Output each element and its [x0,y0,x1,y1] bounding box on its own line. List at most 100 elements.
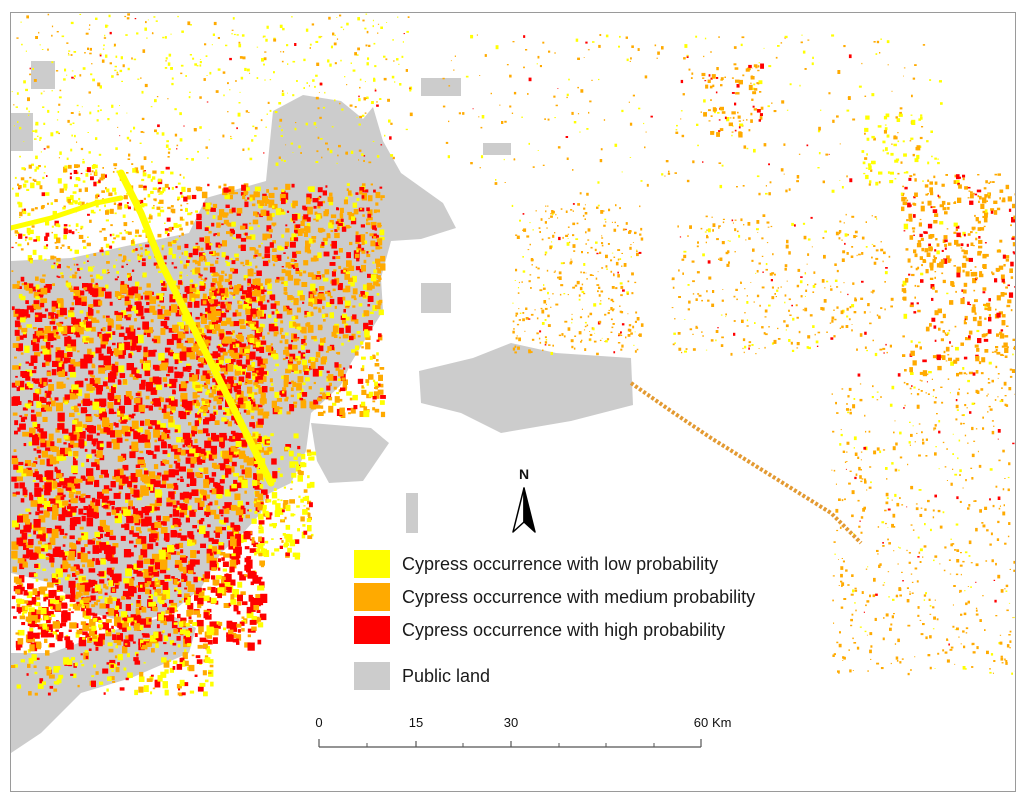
patch-high-probability [136,349,141,353]
patch-medium-probability [11,541,19,550]
patch-medium-probability [375,392,378,396]
patch-medium-probability [249,72,251,74]
patch-high-probability [289,353,296,360]
patch-medium-probability [306,198,311,205]
patch-high-probability [106,441,112,448]
patch-high-probability [219,479,225,484]
patch-medium-probability [210,263,214,267]
patch-low-probability [132,168,136,173]
patch-high-probability [132,532,140,537]
patch-high-probability [229,230,235,234]
patch-low-probability [194,283,198,287]
patch-low-probability [230,598,237,605]
patch-low-probability [225,44,228,47]
patch-medium-probability [349,397,353,401]
patch-high-probability [375,234,379,238]
patch-medium-probability [82,424,87,428]
patch-medium-probability [209,375,214,378]
patch-high-probability [32,472,38,478]
patch-low-probability [52,210,57,216]
patch-low-probability [273,37,276,40]
patch-high-probability [177,371,184,377]
patch-high-probability [113,365,119,373]
patch-high-probability [47,507,53,512]
patch-low-probability [233,296,236,299]
patch-medium-probability [99,333,105,339]
patch-medium-probability [91,170,94,173]
map-frame[interactable]: Cypress occurrence with low probability … [10,12,1016,792]
patch-low-probability [192,381,198,389]
patch-high-probability [127,304,133,309]
patch-low-probability [153,16,156,18]
patch-high-probability [138,435,144,443]
patch-high-probability [64,533,68,536]
patch-medium-probability [197,644,203,649]
patch-high-probability [197,597,204,605]
patch-low-probability [126,136,130,140]
patch-low-probability [216,575,222,580]
map-canvas[interactable] [11,13,1015,791]
patch-low-probability [99,276,103,280]
patch-medium-probability [366,30,369,34]
patch-medium-probability [78,113,81,116]
patch-medium-probability [33,179,37,182]
patch-high-probability [128,634,134,642]
patch-low-probability [179,271,183,274]
patch-high-probability [286,210,290,213]
patch-medium-probability [181,439,186,443]
patch-low-probability [208,544,213,550]
patch-high-probability [236,610,241,615]
patch-high-probability [51,300,58,309]
patch-high-probability [129,445,133,449]
patch-high-probability [46,458,53,467]
patch-medium-probability [26,15,29,19]
patch-high-probability [223,187,229,193]
patch-high-probability [285,306,290,311]
patch-low-probability [358,98,361,102]
patch-medium-probability [73,418,79,422]
patch-medium-probability [181,297,188,303]
patch-medium-probability [260,209,267,216]
patch-low-probability [106,188,110,193]
patch-medium-probability [94,458,100,465]
patch-medium-probability [134,167,139,173]
patch-low-probability [314,85,316,88]
patch-low-probability [26,188,30,191]
patch-medium-probability [285,368,291,374]
patch-high-probability [232,638,239,643]
patch-low-probability [12,187,14,190]
patch-high-probability [125,327,131,334]
patch-low-probability [118,296,121,300]
patch-medium-probability [257,316,260,319]
patch-medium-probability [89,47,92,51]
patch-medium-probability [337,219,340,222]
patch-low-probability [41,681,46,685]
patch-high-probability [182,293,188,300]
patch-low-probability [88,151,91,154]
patch-high-probability [224,502,232,510]
patch-medium-probability [43,578,48,582]
patch-medium-probability [201,384,205,387]
patch-medium-probability [257,200,260,204]
patch-low-probability [17,201,21,205]
patch-high-probability [136,570,143,577]
patch-medium-probability [181,620,186,627]
patch-high-probability [240,244,246,251]
patch-low-probability [238,102,241,104]
patch-low-probability [328,200,334,206]
patch-medium-probability [343,199,348,205]
patch-medium-probability [252,439,258,443]
patch-high-probability [88,306,93,312]
patch-high-probability [156,295,160,300]
patch-low-probability [79,321,84,327]
patch-high-probability [294,43,297,46]
patch-low-probability [74,456,79,459]
patch-medium-probability [249,247,255,251]
patch-medium-probability [309,401,315,409]
patch-medium-probability [261,256,265,259]
patch-medium-probability [244,490,247,494]
patch-medium-probability [245,378,249,383]
patch-medium-probability [250,268,253,271]
patch-low-probability [100,109,102,111]
patch-medium-probability [160,559,168,570]
